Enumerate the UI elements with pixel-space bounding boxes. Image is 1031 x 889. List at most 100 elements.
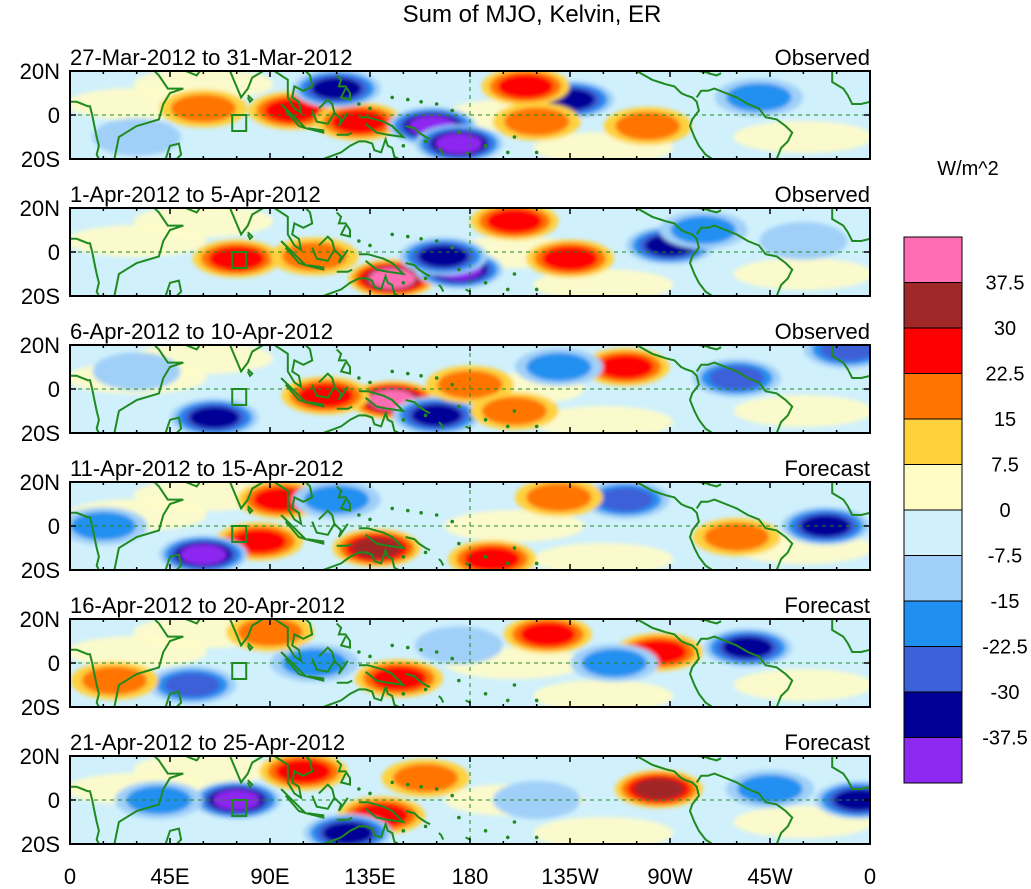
contour-blob (542, 246, 598, 271)
island (512, 820, 517, 824)
colorbar-swatch (903, 236, 963, 283)
coastline (358, 664, 407, 687)
y-tick-label: 20S (21, 147, 60, 172)
y-tick-label: 20S (21, 832, 60, 857)
y-tick-label: 20N (20, 59, 60, 84)
coastline (438, 558, 445, 567)
island (423, 139, 428, 144)
coastline (333, 112, 349, 127)
island (405, 508, 410, 513)
island (390, 506, 395, 511)
island (505, 150, 510, 155)
island (357, 513, 361, 517)
island (401, 281, 406, 285)
contour-blob (264, 98, 320, 123)
coastline (322, 547, 400, 570)
colorbar-swatch (903, 737, 963, 784)
island (483, 692, 488, 696)
coastline (273, 482, 314, 526)
panel: 20N 0 20S 16-Apr-2012 to 20-Apr-2012 Forecas… (20, 593, 871, 720)
contour-blob (670, 215, 736, 245)
coastline (322, 821, 400, 844)
x-tick-label: 45W (747, 864, 792, 889)
island (405, 97, 410, 102)
island (512, 272, 517, 276)
island (457, 267, 461, 272)
panel: 20N 0 20S 21-Apr-2012 to 25-Apr-2012 Forecas… (20, 730, 871, 857)
island (434, 513, 439, 517)
contour-blob (833, 789, 870, 811)
island (357, 376, 361, 380)
island (534, 287, 539, 292)
island (457, 541, 461, 546)
island (401, 418, 406, 422)
island (419, 100, 423, 104)
coastline (322, 136, 400, 159)
coastline (690, 482, 711, 486)
coastline (164, 142, 183, 159)
coastline (216, 345, 264, 374)
coastline (273, 619, 314, 663)
coastline (707, 209, 722, 214)
panel-status: Forecast (784, 730, 870, 755)
coastline (707, 757, 722, 762)
island (450, 108, 455, 113)
island (434, 376, 439, 380)
coastline (273, 756, 314, 800)
coastline (336, 131, 353, 136)
coastline (164, 690, 183, 707)
island (450, 793, 455, 798)
contour-blob (526, 483, 592, 512)
contour-blob (464, 546, 520, 570)
island (434, 650, 439, 654)
y-tick-label: 0 (48, 103, 60, 128)
island (357, 787, 361, 791)
colorbar-swatch (903, 555, 963, 602)
coastline (831, 619, 870, 653)
contour-blob (414, 626, 503, 665)
contour-blob (371, 666, 427, 691)
contour-blob (497, 74, 554, 99)
coastline (335, 211, 351, 238)
island (457, 404, 461, 409)
colorbar-tick-label: 37.5 (986, 273, 1025, 295)
coastline (246, 368, 254, 378)
island (434, 239, 439, 243)
island (505, 424, 510, 429)
panel-period: 6-Apr-2012 to 10-Apr-2012 (70, 319, 333, 344)
x-tick-label: 180 (452, 864, 489, 889)
colorbar-tick-label: -22.5 (982, 637, 1028, 659)
panel-status: Forecast (784, 593, 870, 618)
coastline (336, 542, 353, 547)
contour-blob (208, 246, 265, 271)
y-tick-label: 20N (20, 196, 60, 221)
field-wash (533, 817, 674, 844)
coastline (70, 100, 100, 159)
island (390, 369, 395, 374)
coastline (164, 827, 183, 844)
coastline (358, 801, 407, 824)
panels: 20N 0 20S 27-Mar-2012 to 31-Mar-2012 Observe… (20, 45, 871, 857)
coastline (690, 71, 711, 75)
coastline (70, 374, 100, 433)
panel: 20N 0 20S 27-Mar-2012 to 31-Mar-2012 Observe… (20, 45, 871, 172)
contour-blob (351, 537, 402, 559)
coastline (246, 231, 254, 241)
island (534, 424, 539, 429)
coastline (690, 756, 711, 760)
colorbar-tick-label: -30 (991, 682, 1020, 704)
x-axis: 0 45E 90E 135E 180 135W 90W 45W 0 (64, 864, 876, 889)
coastline (636, 71, 713, 159)
y-tick-label: 0 (48, 240, 60, 265)
coastline (216, 482, 264, 511)
coastline (336, 405, 353, 410)
island (434, 102, 439, 106)
coastline (831, 482, 870, 516)
coastline (216, 208, 264, 237)
coastline (438, 284, 445, 293)
island (368, 243, 372, 248)
contour-blob (437, 370, 503, 399)
coastline (185, 619, 202, 625)
island (483, 144, 488, 148)
